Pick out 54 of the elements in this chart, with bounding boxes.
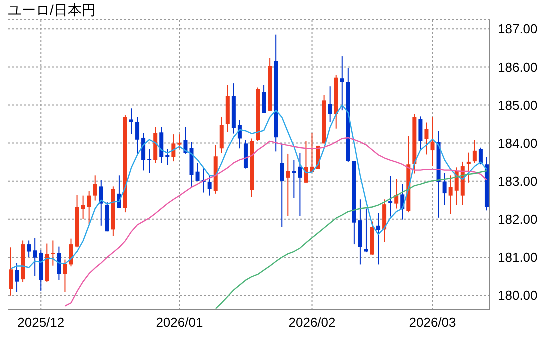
y-tick-label: 184.00 [498, 136, 538, 151]
candlestick [33, 238, 38, 277]
candlestick [292, 160, 296, 199]
candlestick [178, 134, 182, 150]
candlestick [208, 176, 212, 196]
y-tick-label: 185.00 [498, 98, 538, 113]
candlestick [328, 86, 332, 123]
candlestick [286, 153, 290, 216]
candlestick [99, 180, 104, 226]
candlestick [394, 178, 399, 210]
candlestick [63, 259, 68, 293]
candlestick [15, 262, 20, 293]
x-tick-label: 2025/12 [18, 315, 65, 330]
candlestick [388, 176, 393, 218]
candlestick [430, 116, 435, 168]
y-tick-label: 187.00 [498, 22, 538, 37]
y-tick-label: 182.00 [498, 212, 538, 228]
candlestick [196, 162, 200, 182]
y-tick-label: 181.00 [498, 250, 538, 266]
candlestick [81, 195, 86, 220]
candlestick [69, 238, 74, 268]
candlestick [57, 246, 62, 281]
candlestick [280, 143, 284, 228]
y-tick-label: 186.00 [498, 60, 538, 75]
candlestick [87, 190, 92, 225]
line-series [215, 170, 488, 310]
candlestick [478, 147, 483, 166]
candlestick [51, 240, 56, 266]
candlestick [136, 116, 140, 156]
chart-title: ユーロ/日本円 [8, 2, 96, 20]
candlestick [262, 84, 266, 114]
candlestick [448, 175, 453, 215]
y-tick-label: 180.00 [498, 288, 538, 304]
candlestick [142, 132, 146, 172]
candlestick [93, 175, 98, 202]
candlestick [340, 56, 344, 112]
line-series [64, 137, 488, 307]
candlestick [442, 172, 447, 206]
candlestick [298, 152, 302, 216]
x-tick-label: 2026/03 [409, 315, 456, 330]
candlestick [424, 122, 429, 156]
candlestick [364, 208, 368, 254]
candlestick [472, 140, 477, 164]
candlestick [166, 148, 170, 166]
candlestick [418, 116, 423, 150]
candlestick [27, 240, 32, 258]
candlestick [130, 108, 134, 136]
candlestick [220, 116, 224, 154]
candlestick [9, 247, 13, 296]
candlestick [172, 134, 176, 162]
x-tick-label: 2026/02 [288, 315, 336, 330]
candlestick [376, 212, 381, 266]
y-tick-label: 183.00 [498, 174, 538, 189]
x-tick-label: 2026/01 [156, 315, 204, 330]
